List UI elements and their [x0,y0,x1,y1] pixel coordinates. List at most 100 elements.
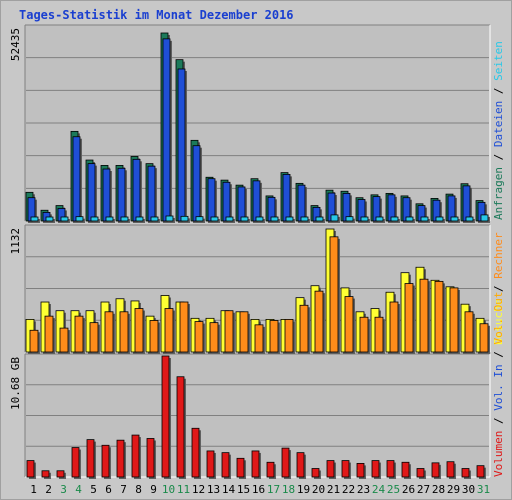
seiten-bar [225,216,234,222]
rechner-bar [134,308,144,353]
volumen-bar [326,460,335,478]
rechner-bar [329,236,339,353]
rechner-bar [119,311,129,353]
volumen-bar [146,438,155,478]
y-max-label: 52435 [9,28,22,61]
x-tick-label: 13 [207,483,220,496]
volumen-bar [116,439,125,478]
seiten-bar [30,216,39,222]
volumen-bar [131,434,140,478]
x-tick-label: 26 [402,483,415,496]
seiten-bar [450,216,459,222]
seiten-bar [240,216,249,222]
x-tick-label: 3 [60,483,67,496]
seiten-bar [345,216,354,222]
legend-separator: / [492,147,505,167]
volumen-bar [401,461,410,478]
rechner-bar [389,301,399,353]
seiten-bar [390,216,399,222]
legend-separator: / [492,345,505,365]
dateien-bar [162,38,171,222]
seiten-bar [420,216,429,222]
rechner-bar [464,311,474,353]
legend-entry: Vol. Out [492,292,505,345]
rechner-bar [59,327,69,353]
legend-separator: / [492,81,505,101]
volumen-bar [176,376,185,478]
rechner-bar [224,310,234,353]
x-tick-label: 4 [75,483,82,496]
volumen-bar [311,468,320,478]
legend-entry: Besuche [492,299,505,345]
rechner-bar [239,311,249,353]
dateien-bar [222,181,231,222]
volumen-bar [41,470,50,478]
volumen-bar [461,468,470,478]
rechner-bar [254,324,264,353]
dateien-bar [192,145,201,222]
legend: Volumen / Vol. In / Vol. Out [492,292,505,477]
seiten-bar [60,216,69,222]
x-tick-label: 31 [477,483,490,496]
rechner-bar [419,278,429,353]
x-tick-label: 17 [267,483,280,496]
x-tick-label: 15 [237,483,250,496]
dateien-bar [282,173,291,222]
legend-entry: Anfragen [492,167,505,220]
rechner-bar [404,283,414,353]
dateien-bar [147,165,156,222]
seiten-bar [150,216,159,222]
rechner-bar [479,323,489,353]
x-tick-label: 5 [90,483,97,496]
seiten-bar [315,216,324,222]
volumen-bar [191,427,200,478]
volumen-bar [296,452,305,478]
dateien-bar [177,68,186,222]
x-tick-label: 10 [162,483,175,496]
seiten-bar [300,216,309,222]
y-max-label: 1132 [9,228,22,255]
seiten-bar [195,216,204,222]
seiten-bar [465,216,474,222]
seiten-bar [120,216,129,222]
x-tick-label: 21 [327,483,340,496]
legend-entry: Seiten [492,41,505,81]
seiten-bar [135,216,144,222]
seiten-bar [180,215,189,222]
rechner-bar [374,316,384,353]
y-max-label: 10.68 GB [9,357,22,410]
seiten-bar [210,216,219,222]
x-tick-label: 7 [120,483,127,496]
rechner-bar [269,320,279,353]
rechner-bar [359,316,369,353]
legend-separator: / [492,411,505,431]
rechner-bar [29,329,39,353]
seiten-bar [375,216,384,222]
volumen-bar [221,452,230,478]
x-tick-label: 6 [105,483,112,496]
x-tick-label: 18 [282,483,295,496]
seiten-bar [255,216,264,222]
seiten-bar [270,216,279,222]
dateien-bar [207,178,216,222]
rechner-bar [89,322,99,353]
dateien-bar [297,184,306,222]
dateien-bar [462,185,471,222]
legend: Besuche / Rechner [492,232,505,345]
x-tick-label: 30 [462,483,475,496]
volumen-bar [236,457,245,478]
rechner-bar [344,296,354,353]
volumen-bar [101,444,110,478]
volumen-bar [251,450,260,478]
x-tick-label: 22 [342,483,355,496]
rechner-bar [149,320,159,353]
seiten-bar [360,216,369,222]
seiten-bar [165,215,174,222]
x-tick-label: 9 [150,483,157,496]
seiten-bar [330,214,339,222]
x-tick-label: 1 [30,483,37,496]
rechner-bar [314,290,324,353]
legend-entry: Rechner [492,232,505,279]
x-tick-label: 20 [312,483,325,496]
